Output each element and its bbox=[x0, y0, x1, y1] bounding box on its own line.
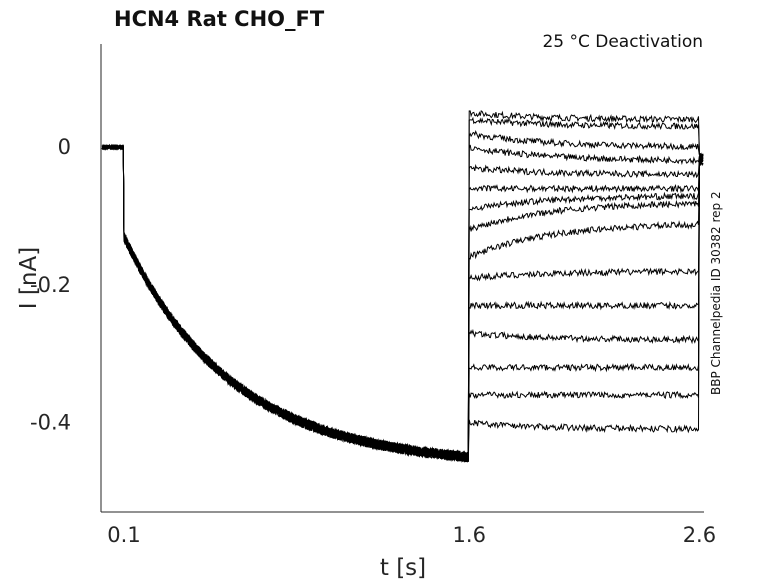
channelpedia-id-label: BBP Channelpedia ID 30382 rep 2 bbox=[709, 191, 723, 395]
current-trace-5 bbox=[101, 144, 704, 462]
current-trace-12 bbox=[102, 144, 704, 462]
current-trace-1 bbox=[101, 110, 704, 462]
current-trace-6 bbox=[101, 144, 704, 461]
y-tick-label-2: -0.4 bbox=[30, 411, 71, 435]
x-tick-label-0: 0.1 bbox=[107, 523, 140, 547]
x-axis-label: t [s] bbox=[380, 555, 426, 581]
current-trace-10 bbox=[101, 143, 704, 462]
current-trace-13 bbox=[101, 143, 704, 463]
current-trace-3 bbox=[101, 130, 704, 462]
chart-title: HCN4 Rat CHO_FT bbox=[114, 7, 325, 31]
current-trace-8 bbox=[101, 144, 704, 463]
current-trace-11 bbox=[101, 144, 704, 462]
current-trace-14 bbox=[101, 144, 704, 462]
current-trace-15 bbox=[101, 143, 704, 463]
y-tick-label-1: -0.2 bbox=[30, 273, 71, 297]
trace-group bbox=[101, 110, 704, 463]
current-trace-4 bbox=[101, 143, 704, 463]
y-tick-label-0: 0 bbox=[58, 135, 71, 159]
y-axis-label: I [nA] bbox=[16, 247, 42, 309]
x-tick-label-1: 1.6 bbox=[453, 523, 486, 547]
current-trace-9 bbox=[101, 143, 704, 462]
x-tick-label-2: 2.6 bbox=[683, 523, 716, 547]
condition-label: 25 °C Deactivation bbox=[542, 32, 703, 52]
current-trace-2 bbox=[101, 116, 704, 463]
current-trace-7 bbox=[101, 144, 704, 462]
